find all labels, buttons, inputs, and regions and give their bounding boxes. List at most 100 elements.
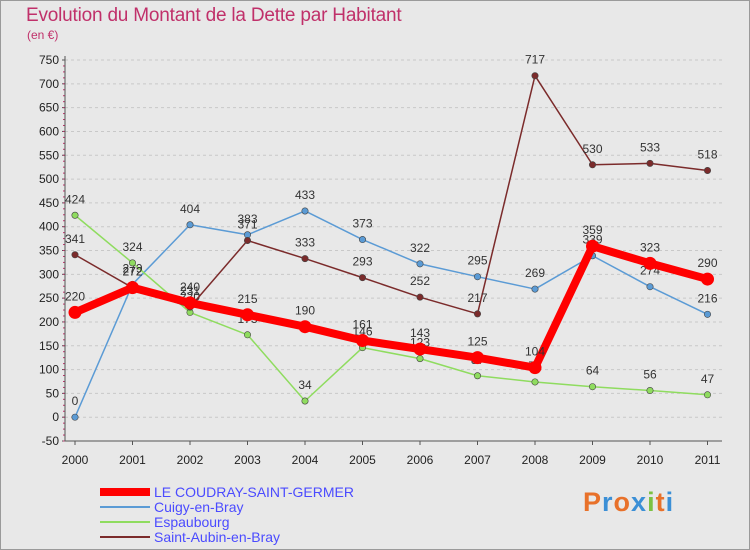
legend-swatch [100, 535, 150, 538]
y-tick-label: 0 [52, 410, 59, 424]
data-point-espaubourg [703, 391, 711, 399]
data-label-saint-aubin-en-bray: 533 [640, 140, 660, 154]
data-point-espaubourg [531, 378, 539, 386]
y-minor-tick [63, 172, 65, 174]
data-point-saint-aubin-en-bray [244, 236, 252, 244]
y-minor-tick [63, 327, 65, 329]
y-tick-label: 750 [39, 53, 59, 67]
x-tick-label: 2008 [522, 453, 549, 467]
data-label-saint-aubin-en-bray: 341 [65, 232, 85, 246]
y-tick-label: 100 [39, 363, 59, 377]
legend-label: Espaubourg [154, 513, 230, 530]
data-label-espaubourg: 146 [352, 325, 372, 339]
data-label-le-coudray-saint-germer: 272 [122, 265, 142, 279]
y-axis-unit-label: (en €) [27, 28, 59, 42]
y-minor-tick [63, 77, 65, 79]
data-point-le-coudray-saint-germer [471, 351, 484, 365]
data-label-le-coudray-saint-germer: 323 [640, 240, 660, 254]
legend-item-le-coudray-saint-germer: LE COUDRAY-SAINT-GERMER [100, 484, 420, 500]
legend-item-espaubourg: Espaubourg [100, 513, 420, 530]
logo-letter: t [655, 487, 666, 517]
x-tick-label: 2009 [579, 453, 606, 467]
data-label-le-coudray-saint-germer: 143 [410, 326, 430, 340]
y-minor-tick [63, 250, 65, 251]
y-minor-tick [63, 107, 65, 109]
data-label-saint-aubin-en-bray: 272 [122, 265, 142, 279]
y-minor-tick [63, 291, 65, 293]
proxiti-logo: Proxiti [583, 487, 674, 518]
data-point-cuigy-en-bray [71, 413, 79, 421]
y-minor-tick [63, 357, 65, 359]
y-minor-tick [63, 71, 65, 73]
y-minor-tick [63, 226, 65, 228]
y-minor-tick [63, 410, 65, 412]
data-point-le-coudray-saint-germer [413, 342, 427, 356]
data-label-espaubourg: 47 [701, 372, 715, 386]
data-point-cuigy-en-bray [358, 236, 366, 244]
y-minor-tick [63, 101, 65, 103]
x-tick-label: 2002 [177, 453, 204, 467]
data-point-cuigy-en-bray [531, 285, 539, 293]
data-point-saint-aubin-en-bray [301, 255, 309, 263]
data-point-espaubourg [588, 383, 596, 391]
data-label-saint-aubin-en-bray: 371 [237, 217, 257, 231]
data-label-cuigy-en-bray: 373 [352, 217, 372, 231]
data-point-saint-aubin-en-bray [531, 72, 539, 80]
y-tick-label: 700 [39, 77, 59, 91]
y-minor-tick [63, 124, 65, 126]
data-label-espaubourg: 324 [122, 240, 142, 254]
x-tick-label: 2010 [637, 453, 664, 467]
data-point-saint-aubin-en-bray [703, 166, 711, 174]
y-minor-tick [63, 309, 65, 311]
y-tick-label: 300 [39, 267, 59, 281]
data-label-espaubourg: 424 [65, 192, 85, 206]
data-point-espaubourg [646, 387, 654, 395]
y-minor-tick [63, 208, 65, 210]
x-tick-label: 2006 [407, 453, 434, 467]
data-label-cuigy-en-bray: 269 [525, 266, 545, 280]
data-label-le-coudray-saint-germer: 104 [525, 345, 545, 359]
y-minor-tick [63, 119, 65, 121]
legend-label: Cuigy-en-Bray [154, 498, 244, 515]
series-line-cuigy-en-bray [74, 210, 709, 418]
data-point-espaubourg [301, 397, 309, 405]
data-point-le-coudray-saint-germer [356, 334, 369, 348]
data-label-le-coudray-saint-germer: 290 [697, 256, 717, 270]
logo-letter: o [613, 487, 632, 517]
y-minor-tick [63, 380, 65, 382]
y-tick-label: 600 [39, 124, 59, 138]
y-tick-label: -50 [42, 434, 60, 448]
y-minor-tick [63, 184, 65, 186]
legend-swatch [100, 487, 150, 496]
data-label-le-coudray-saint-germer: 240 [180, 280, 200, 294]
y-minor-tick [63, 321, 65, 323]
y-minor-tick [63, 220, 65, 222]
y-minor-tick [63, 404, 65, 406]
y-minor-tick [63, 398, 65, 400]
data-label-le-coudray-saint-germer: 161 [352, 318, 372, 332]
data-label-le-coudray-saint-germer: 215 [237, 292, 257, 306]
legend-swatch [100, 520, 150, 523]
data-label-le-coudray-saint-germer: 125 [467, 335, 487, 349]
y-minor-tick [63, 333, 65, 335]
y-tick-label: 400 [39, 220, 59, 234]
data-label-cuigy-en-bray: 216 [697, 291, 717, 305]
y-minor-tick [63, 345, 65, 347]
x-tick-label: 2005 [349, 453, 376, 467]
y-minor-tick [63, 428, 65, 430]
y-tick-label: 650 [39, 101, 59, 115]
y-tick-label: 350 [39, 244, 59, 258]
data-label-saint-aubin-en-bray: 717 [525, 53, 545, 67]
data-label-le-coudray-saint-germer: 359 [582, 223, 602, 237]
data-point-saint-aubin-en-bray [588, 161, 596, 169]
data-label-saint-aubin-en-bray: 333 [295, 236, 315, 250]
data-label-cuigy-en-bray: 0 [72, 394, 79, 408]
legend-item-cuigy-en-bray: Cuigy-en-Bray [100, 498, 420, 515]
legend-swatch [100, 505, 150, 508]
y-minor-tick [63, 83, 65, 85]
y-minor-tick [63, 267, 65, 269]
y-minor-tick [63, 190, 65, 192]
logo-letter: i [665, 487, 675, 517]
legend-label: Saint-Aubin-en-Bray [154, 528, 281, 545]
